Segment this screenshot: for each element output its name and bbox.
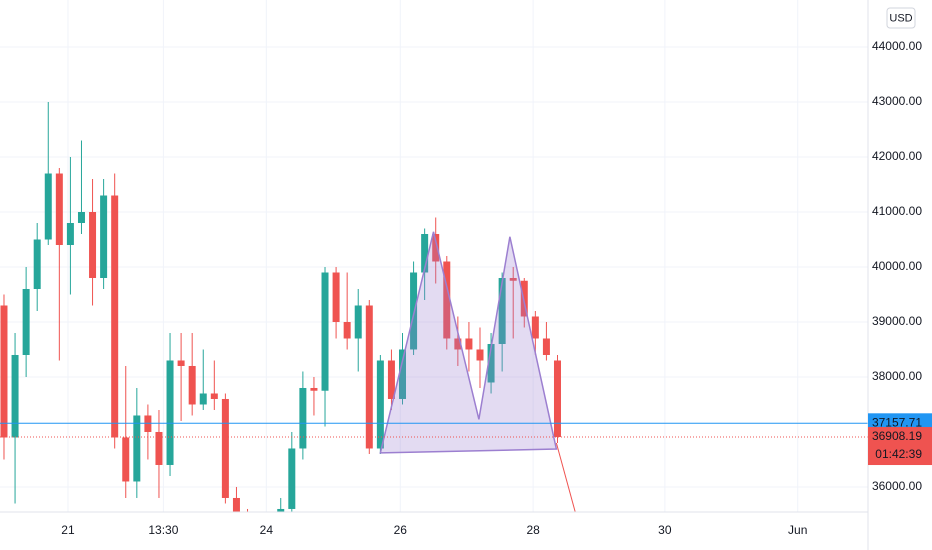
- candle-body: [410, 272, 418, 350]
- candle-body: [44, 173, 52, 240]
- x-tick-label: 21: [61, 523, 75, 537]
- candle-body: [476, 349, 484, 361]
- x-tick-label: 13:30: [148, 523, 178, 537]
- candle-body: [354, 305, 362, 339]
- y-tick-label: 38000.00: [872, 369, 922, 383]
- candle-body: [100, 195, 108, 278]
- candle-body: [299, 387, 307, 449]
- y-tick-label: 43000.00: [872, 94, 922, 108]
- candle-body: [22, 288, 30, 355]
- candle-body: [376, 360, 384, 449]
- candle-body: [531, 316, 539, 339]
- candle-body: [498, 277, 506, 344]
- axes: 36000.00 38000.00 39000.00 40000.00 41000.00…: [61, 39, 932, 537]
- y-tick-label: 40000.00: [872, 259, 922, 273]
- currency[interactable]: USD: [889, 12, 912, 24]
- candle-body: [210, 393, 218, 399]
- y-tick-label: 39000.00: [872, 314, 922, 328]
- candle-body: [542, 338, 550, 355]
- close-price-box: [868, 427, 932, 466]
- candle-body: [443, 261, 451, 339]
- candle-body: [0, 305, 8, 438]
- candle-body: [133, 415, 141, 482]
- candle-body: [432, 234, 440, 262]
- y-tick-label: 42000.00: [872, 149, 922, 163]
- close-price-label: 36908.19: [872, 429, 922, 443]
- candle-body: [199, 393, 207, 405]
- candle-body: [332, 272, 340, 322]
- currency-box[interactable]: [886, 7, 916, 29]
- trend-ray: [555, 442, 576, 512]
- x-tick-label: 26: [394, 523, 408, 537]
- candle-body: [288, 448, 296, 509]
- last-price-label: 37157.71: [872, 415, 922, 429]
- x-tick-label: 24: [260, 523, 274, 537]
- candle-body: [487, 343, 495, 383]
- candle-body: [66, 223, 74, 246]
- candle-body: [321, 272, 329, 391]
- y-tick-label: 36000.00: [872, 479, 922, 493]
- candle-body: [155, 431, 163, 465]
- candle-body: [465, 338, 473, 350]
- candle-body: [553, 360, 561, 438]
- candle-body: [11, 354, 19, 438]
- pattern-shape: [379, 231, 558, 454]
- candle-body: [77, 212, 85, 224]
- candle-body: [244, 520, 251, 525]
- countdown: 01:42:39: [875, 447, 922, 461]
- grid: [0, 0, 868, 512]
- x-tick-label: Jun: [788, 523, 807, 537]
- candle-body: [387, 360, 395, 399]
- candle-body: [177, 360, 185, 366]
- candle-body: [188, 365, 196, 405]
- candle-body: [122, 437, 130, 482]
- candle-body: [33, 239, 41, 289]
- y-tick-label: 44000.00: [872, 39, 922, 53]
- candle-body: [310, 387, 318, 391]
- candle-body: [399, 349, 407, 399]
- plot-area: [0, 102, 868, 525]
- candle-body: [166, 360, 174, 465]
- candle-body: [111, 195, 119, 438]
- x-tick-label: 30: [658, 523, 672, 537]
- candle-body: [343, 321, 351, 339]
- candle-body: [221, 398, 229, 498]
- candle-body: [520, 280, 528, 317]
- candle-body: [509, 277, 517, 281]
- candle-body: [232, 497, 240, 512]
- candle-body: [55, 173, 63, 246]
- y-tick-label: 41000.00: [872, 204, 922, 218]
- candle-body: [421, 234, 429, 273]
- candle-body: [365, 305, 373, 449]
- candle-body: [277, 508, 285, 512]
- x-tick-label: 28: [526, 523, 540, 537]
- candle-body: [89, 212, 97, 278]
- candle-body: [454, 338, 462, 350]
